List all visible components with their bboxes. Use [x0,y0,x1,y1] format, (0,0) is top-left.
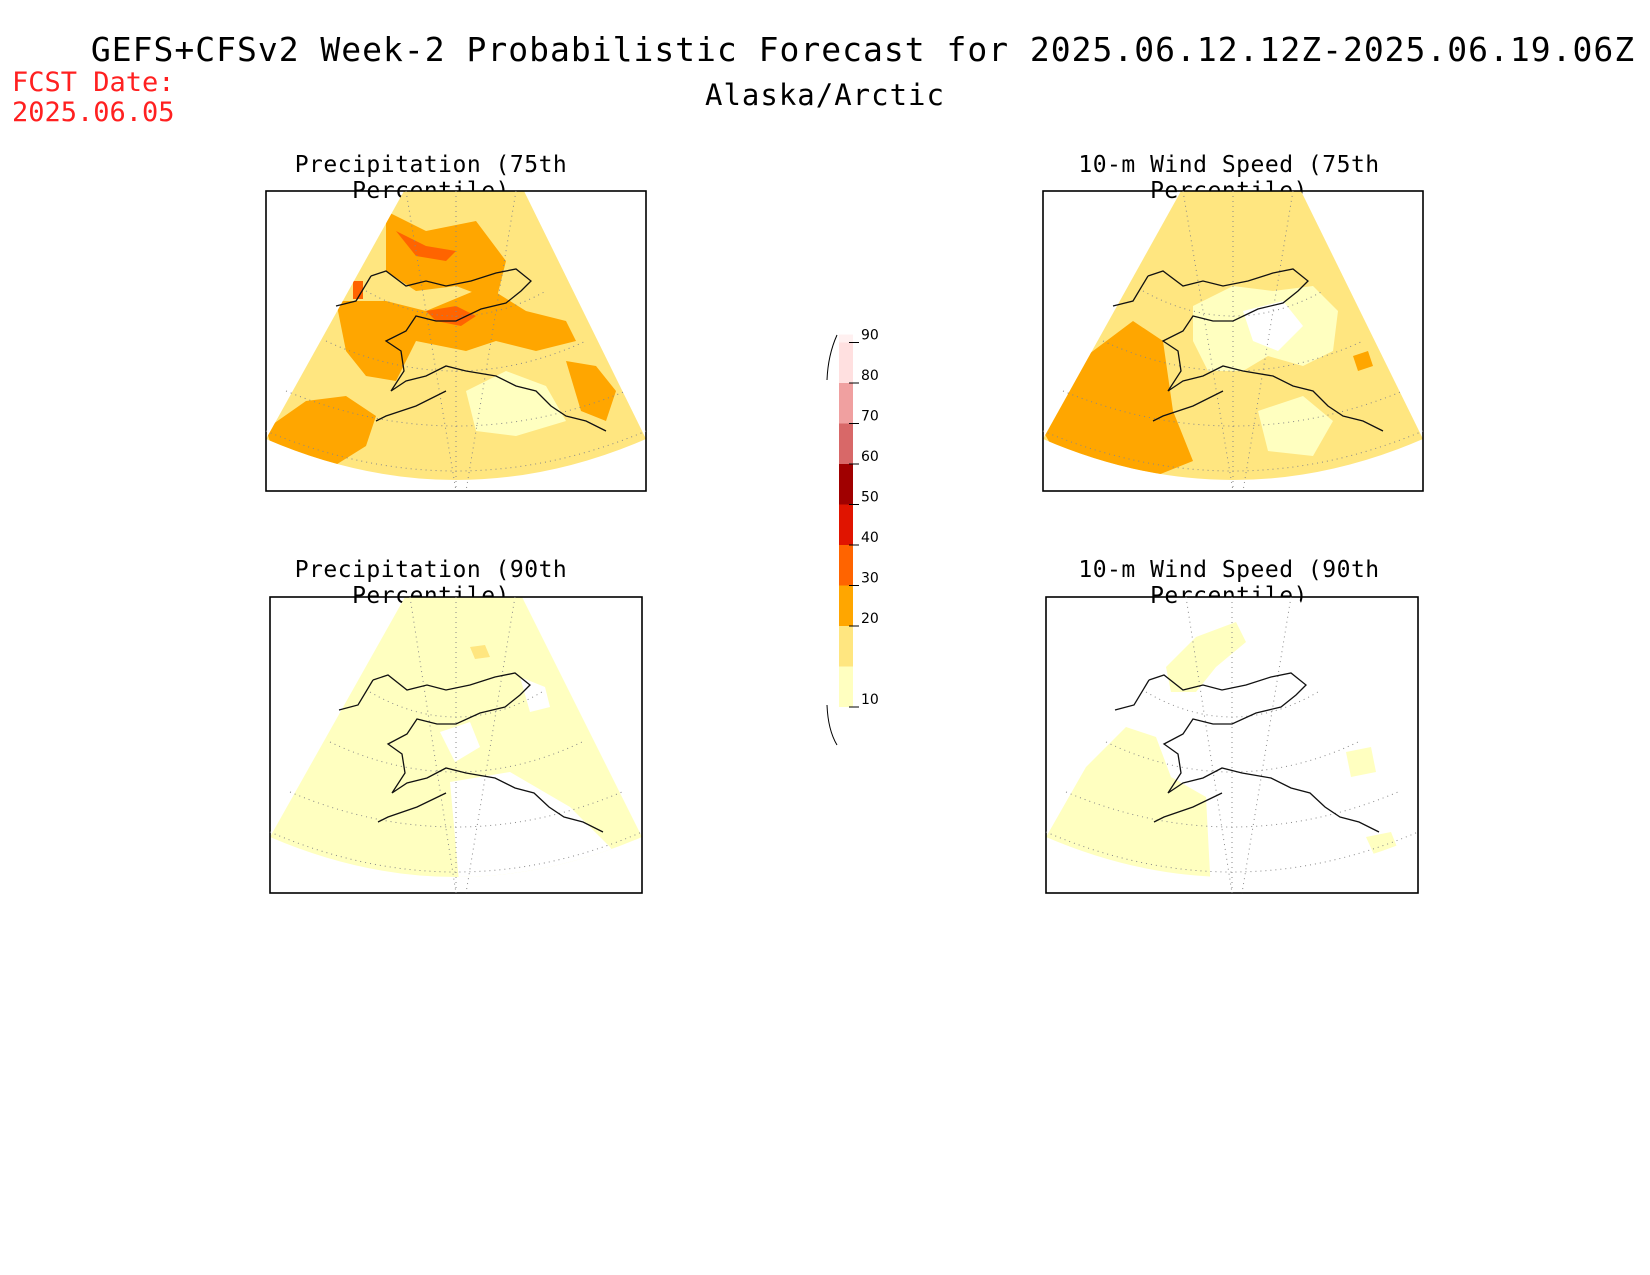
wind75-area-below-10 [1243,301,1303,351]
main-title-text: GEFS+CFSv2 Week-2 Probabilistic Forecast… [90,30,1636,69]
precip90-area-below-10 [440,722,480,762]
map-wind-90 [1045,596,1419,894]
colorbar-bin [839,585,853,626]
region-text: Alaska/Arctic [705,78,945,112]
wind90-area-10-20 [1046,727,1211,877]
colorbar-label: 70 [861,409,879,425]
colorbar-label: 80 [861,368,879,384]
colorbar-label: 60 [861,449,879,465]
precip75-area-40-50 [396,231,456,261]
colorbar-bin [839,464,853,505]
alaska-coastline [338,672,604,833]
map-graticule [1045,596,1419,894]
precip75-area [336,286,576,381]
map-precip-90 [269,596,643,894]
alaska-coastline [335,268,607,432]
alaska-coastline [1112,268,1384,432]
region-subtitle: Alaska/Arctic [0,78,1650,112]
colorbar-bin [839,342,853,383]
wind90-area-10-20 [1346,747,1376,777]
colorbar-bin [839,423,853,464]
colorbar-bin [839,383,853,424]
wind90-area-10-20 [1166,622,1246,692]
forecast-date-value: 2025.06.05 [12,97,175,128]
colorbar-label: 40 [861,530,879,546]
wind75-area-10-20 [1258,396,1333,456]
alaska-coastline [1114,672,1380,833]
colorbar-bin [839,504,853,545]
colorbar-bin [839,666,853,707]
colorbar-label: 90 [861,328,879,344]
colorbar-label: 10 [861,692,879,708]
precip90-area-20-30 [470,645,490,659]
forecast-date-label: FCST Date: [12,67,175,98]
precip75-area [566,361,616,421]
main-title: GEFS+CFSv2 Week-2 Probabilistic Forecast… [0,30,1650,69]
map-graticule [269,596,643,894]
colorbar-top-cap [826,334,838,381]
map-wind-75 [1042,190,1424,492]
colorbar-bin [839,545,853,586]
precip75-area-10-20 [466,371,566,436]
forecast-date: FCST Date: 2025.06.05 [12,68,175,128]
colorbar-bin [839,626,853,667]
map-precip-75 [265,190,647,492]
colorbar: 10 20 30 40 50 60 70 80 90 [826,328,879,746]
colorbar-top-extension [839,334,853,343]
map-graticule [1042,190,1424,492]
wind75-area-30-40 [1353,351,1373,371]
colorbar-bottom-cap [826,704,838,746]
colorbar-label: 20 [861,611,879,627]
colorbar-label: 30 [861,571,879,587]
map-graticule [265,190,647,492]
precip90-area-below-10 [520,677,550,712]
panel-title-precip-90: Precipitation (90th Percentile) [294,557,568,609]
precip75-area-40-50 [353,281,363,299]
colorbar-label: 50 [861,490,879,506]
